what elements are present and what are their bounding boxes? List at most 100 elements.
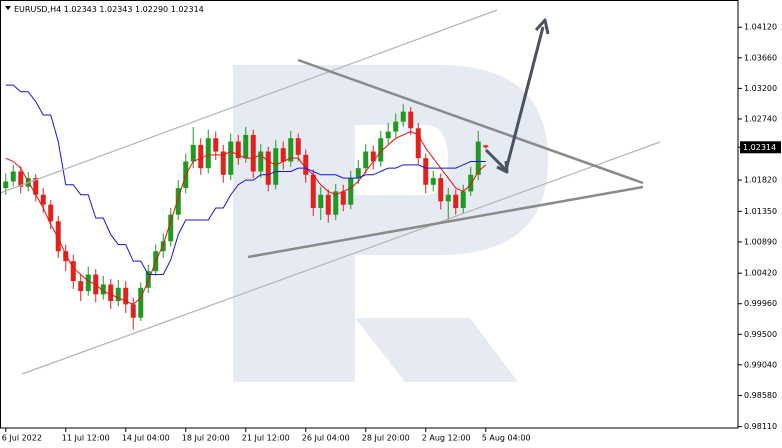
x-tick-label: 6 Jul 2022 [2, 434, 42, 443]
candle-body [325, 194, 331, 215]
candle-body [295, 138, 301, 155]
candle-body [400, 111, 406, 122]
candle-body [483, 145, 489, 148]
candle-body [85, 274, 91, 292]
candle-body [273, 148, 279, 185]
candle-body [363, 151, 369, 169]
candle-body [130, 304, 136, 318]
candle-body [108, 284, 114, 302]
candle-body [115, 287, 121, 302]
y-tick-label: 0.98580 [744, 391, 777, 400]
candle-body [453, 194, 459, 209]
candle-body [415, 128, 421, 159]
triangle-upper [297, 58, 644, 185]
candle-body [445, 194, 451, 202]
candle-body [460, 191, 466, 209]
candle-body [348, 178, 354, 205]
candle-body [333, 191, 339, 215]
candle-body [310, 174, 316, 209]
candle-body [318, 194, 324, 209]
y-tick-label: 1.00890 [744, 237, 777, 246]
candle-body [475, 141, 481, 175]
y-tick-label: 0.99040 [744, 360, 777, 369]
candle-body [168, 214, 174, 242]
candle-body [33, 178, 39, 195]
logo-leg [355, 318, 518, 382]
candle-body [280, 148, 286, 162]
y-tick-label: 1.01350 [744, 207, 777, 216]
candle-body [408, 111, 414, 129]
y-tick-label: 0.99960 [744, 299, 777, 308]
candle-body [393, 121, 399, 132]
x-tick-label: 11 Jul 12:00 [62, 434, 110, 443]
candle-body [288, 138, 294, 162]
candle-body [100, 284, 106, 295]
candle-body [235, 141, 241, 159]
y-tick-label: 1.02740 [744, 114, 777, 123]
indicator-line [5, 84, 486, 275]
candle-body [55, 221, 61, 252]
channel-lower [21, 141, 661, 375]
candle-body [78, 281, 84, 292]
candle-body [145, 271, 151, 288]
channel-upper [0, 9, 498, 194]
arrow-head [534, 18, 550, 35]
candle-body [175, 188, 181, 215]
y-tick-label: 1.00420 [744, 269, 777, 278]
candle-body [340, 191, 346, 205]
x-tick-label: 26 Jul 04:00 [302, 434, 350, 443]
candle-body [3, 181, 9, 189]
candle-body [228, 141, 234, 175]
x-tick-label: 14 Jul 04:00 [122, 434, 170, 443]
menu-triangle [5, 6, 11, 10]
plot-border [0, 0, 739, 429]
candle-body [468, 174, 474, 192]
y-tick-label: 0.98110 [744, 422, 777, 431]
candle-body [385, 131, 391, 139]
candle-body [40, 194, 46, 205]
candle-body [213, 138, 219, 152]
candle-body [205, 138, 211, 169]
candle-body [220, 151, 226, 175]
candle-body [423, 158, 429, 185]
close-label: 1.02314 [171, 5, 204, 14]
plot-area [3, 84, 489, 330]
x-tick-label: 18 Jul 20:00 [182, 434, 230, 443]
candle-body [123, 287, 129, 305]
y-tick-label: 1.03200 [744, 84, 777, 93]
triangle-lower [247, 185, 644, 259]
arrow-head [496, 160, 509, 174]
candle-body [190, 144, 196, 162]
y-tick-label: 0.99500 [744, 330, 777, 339]
y-tick-label: 1.01820 [744, 176, 777, 185]
x-tick-label: 21 Jul 12:00 [242, 434, 290, 443]
candle-body [430, 178, 436, 185]
symbol: EURUSD,H4 [14, 5, 61, 14]
indicator-line [5, 131, 487, 305]
candle-body [18, 171, 24, 187]
candle-body [10, 171, 16, 182]
logo-stem [233, 65, 355, 382]
candle-body [258, 151, 264, 172]
price-label: 1.02314 [743, 143, 776, 152]
candle-body [265, 151, 271, 185]
candle-body [355, 168, 361, 179]
x-tick-label: 5 Aug 04:00 [482, 434, 531, 443]
chart-header: EURUSD,H4 1.02343 1.02343 1.02290 1.0231… [14, 5, 204, 14]
candle-body [63, 251, 69, 262]
trend-drawings [0, 9, 661, 375]
candle-body [243, 134, 249, 159]
candle-body [160, 241, 166, 252]
candle-body [48, 204, 54, 222]
candle-body [438, 178, 444, 202]
candle-body [370, 151, 376, 162]
candle-body [303, 154, 309, 175]
low-label: 1.02290 [135, 5, 168, 14]
candle-body [138, 287, 144, 318]
x-tick-label: 2 Aug 12:00 [422, 434, 471, 443]
candle-body [378, 138, 384, 162]
candle-body [70, 261, 76, 282]
high-label: 1.02343 [99, 5, 132, 14]
